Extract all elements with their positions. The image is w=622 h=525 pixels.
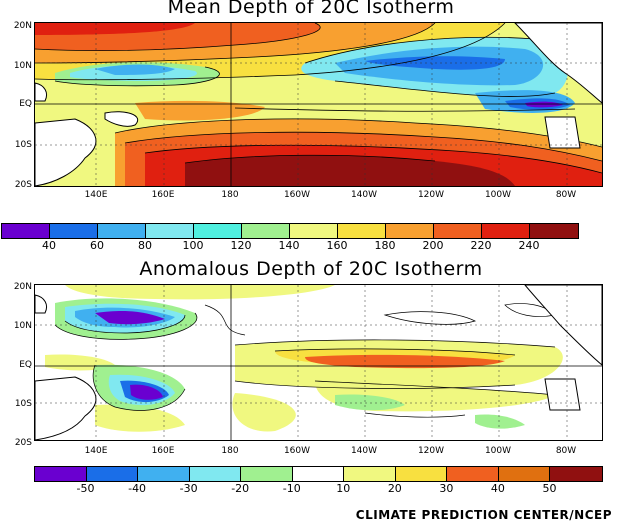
lon-label-180: 180 <box>221 190 239 200</box>
lon-label-140w-2: 140W <box>350 446 378 456</box>
lon-label-140e-2: 140E <box>84 446 108 456</box>
colorbar-swatch <box>292 467 345 481</box>
lat-label-20s-2: 20S <box>14 438 32 448</box>
colorbar-label: 80 <box>138 239 152 252</box>
colorbar-label: 120 <box>230 239 252 252</box>
lon-label-180-2: 180 <box>221 446 239 456</box>
colorbar-swatch <box>146 224 194 238</box>
colorbar-label: -40 <box>128 482 147 495</box>
credit-text: CLIMATE PREDICTION CENTER/NCEP <box>355 508 612 522</box>
lat-label-10n: 10N <box>13 61 32 71</box>
colorbar-swatch <box>35 467 87 481</box>
colorbar-label: 200 <box>422 239 444 252</box>
lon-label-100w-2: 100W <box>484 446 512 456</box>
lat-label-20s: 20S <box>14 180 32 190</box>
colorbar-label: -10 <box>282 482 301 495</box>
colorbar-label: 140 <box>278 239 300 252</box>
colorbar-swatch <box>98 224 146 238</box>
colorbar-swatch <box>447 467 499 481</box>
lon-label-80w: 80W <box>555 190 577 200</box>
colorbar-label: -20 <box>231 482 250 495</box>
colorbar-label: 160 <box>326 239 348 252</box>
colorbar-swatch <box>241 467 293 481</box>
lat-label-20n: 20N <box>13 21 32 31</box>
colorbar-swatch <box>530 224 578 238</box>
colorbar-label: 40 <box>42 239 56 252</box>
colorbar-swatch <box>434 224 482 238</box>
colorbar-label: 30 <box>439 482 454 495</box>
colorbar-swatch <box>395 467 448 481</box>
colorbar-swatch <box>242 224 290 238</box>
lon-label-80w-2: 80W <box>555 446 577 456</box>
lon-label-140e: 140E <box>84 190 108 200</box>
colorbar-swatch <box>338 224 386 238</box>
colorbar-label: 240 <box>518 239 540 252</box>
colorbar-swatch <box>498 467 551 481</box>
anomaly-depth-map <box>34 284 603 441</box>
lon-label-160w: 160W <box>283 190 311 200</box>
lon-label-100w: 100W <box>484 190 512 200</box>
mean-depth-map <box>34 22 603 187</box>
anomaly-depth-field <box>35 285 602 440</box>
colorbar-swatch <box>189 467 242 481</box>
colorbar-swatch <box>2 224 50 238</box>
colorbar-swatch <box>550 467 602 481</box>
lat-label-10s: 10S <box>14 140 32 150</box>
mean-depth-colorbar <box>1 223 579 239</box>
lon-label-120w: 120W <box>417 190 445 200</box>
colorbar-label: 180 <box>374 239 396 252</box>
lon-label-160w-2: 160W <box>283 446 311 456</box>
lat-label-eq-2: EQ <box>19 360 32 370</box>
lat-label-10s-2: 10S <box>14 399 32 409</box>
mean-depth-title: Mean Depth of 20C Isotherm <box>167 0 455 18</box>
colorbar-swatch <box>194 224 242 238</box>
colorbar-swatch <box>482 224 530 238</box>
colorbar-label: -30 <box>179 482 198 495</box>
lon-label-140w: 140W <box>350 190 378 200</box>
colorbar-label: 50 <box>542 482 557 495</box>
colorbar-label: 20 <box>387 482 402 495</box>
colorbar-label: 60 <box>90 239 104 252</box>
colorbar-label: 220 <box>470 239 492 252</box>
colorbar-swatch <box>86 467 139 481</box>
lon-label-120w-2: 120W <box>417 446 445 456</box>
colorbar-swatch <box>50 224 98 238</box>
colorbar-swatch <box>290 224 338 238</box>
lat-label-20n-2: 20N <box>13 282 32 292</box>
colorbar-label: 100 <box>182 239 204 252</box>
lat-label-10n-2: 10N <box>13 321 32 331</box>
lon-label-160e: 160E <box>151 190 175 200</box>
mean-depth-field <box>35 23 602 186</box>
colorbar-label: -50 <box>76 482 95 495</box>
lat-label-eq: EQ <box>19 99 32 109</box>
colorbar-swatch <box>138 467 190 481</box>
anomaly-depth-title: Anomalous Depth of 20C Isotherm <box>139 258 483 280</box>
lon-label-160e-2: 160E <box>151 446 175 456</box>
colorbar-label: 10 <box>336 482 351 495</box>
colorbar-label: 40 <box>490 482 505 495</box>
anomaly-depth-colorbar <box>34 466 603 482</box>
colorbar-swatch <box>386 224 434 238</box>
colorbar-swatch <box>344 467 396 481</box>
